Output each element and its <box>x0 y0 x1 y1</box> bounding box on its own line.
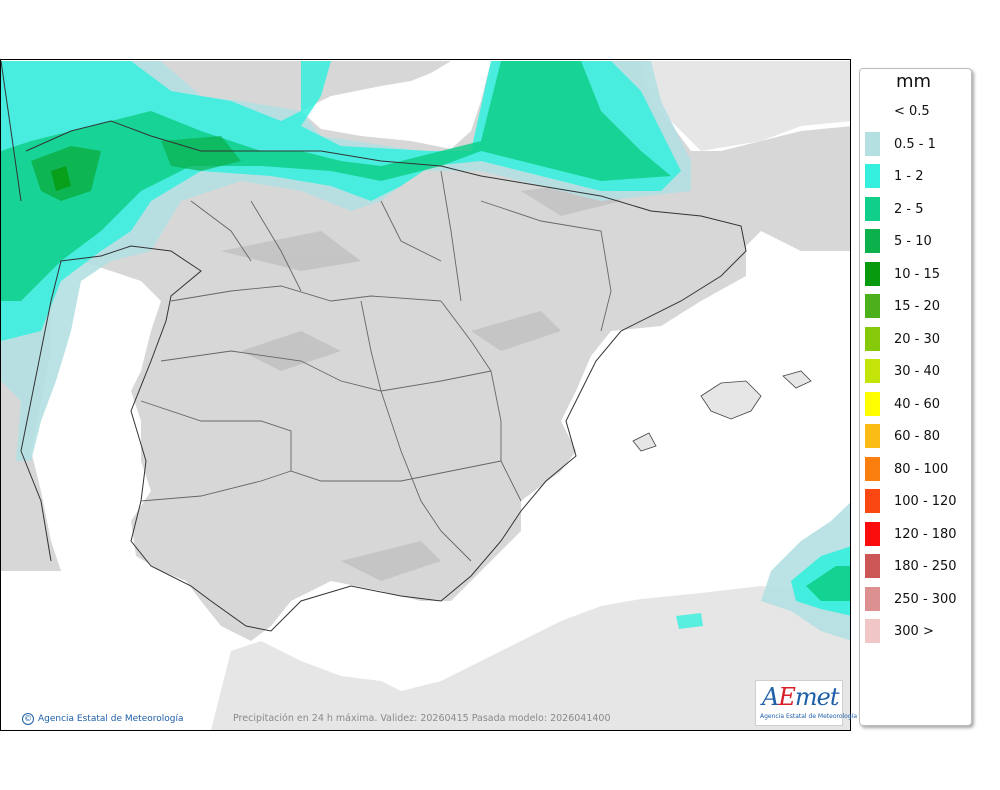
legend-label: 100 - 120 <box>894 494 957 509</box>
legend-item: 250 - 300 <box>865 586 970 611</box>
legend-swatch <box>865 424 880 448</box>
land-menorca <box>782 370 812 389</box>
legend-swatch <box>865 456 880 481</box>
legend-item: 80 - 100 <box>865 456 970 481</box>
land-ibiza <box>632 432 657 452</box>
legend-swatch <box>865 326 880 351</box>
legend-label: 1 - 2 <box>894 169 924 184</box>
legend-swatch <box>865 586 880 611</box>
legend-item: 60 - 80 <box>865 424 970 448</box>
legend-item: 20 - 30 <box>865 326 970 351</box>
legend-item: 180 - 250 <box>865 554 970 578</box>
legend-item: 1 - 2 <box>865 164 970 188</box>
legend-swatch <box>865 521 880 546</box>
legend-label: 30 - 40 <box>894 364 941 379</box>
legend-swatch <box>865 359 880 383</box>
legend-label: 2 - 5 <box>894 201 924 217</box>
precip-layer <box>1 61 850 641</box>
legend-label: 20 - 30 <box>894 331 941 347</box>
legend-swatch <box>865 294 880 318</box>
legend-swatch <box>865 196 880 221</box>
legend-item: 300 > <box>865 619 970 643</box>
legend-label: 0.5 - 1 <box>894 136 936 152</box>
legend-item: 30 - 40 <box>865 359 970 383</box>
logo-letters-met: met <box>794 683 840 711</box>
logo-subtext: Agencia Estatal de Meteorología <box>760 713 857 720</box>
legend-unit: mm <box>895 71 932 92</box>
legend-label: 40 - 60 <box>894 396 941 412</box>
legend-label: 120 - 180 <box>894 526 957 542</box>
legend-label: 5 - 10 <box>894 234 932 249</box>
credit-text: Agencia Estatal de Meteorología <box>38 714 184 724</box>
legend-item: 15 - 20 <box>865 294 970 318</box>
legend-swatch <box>865 229 880 253</box>
legend-swatch <box>865 131 880 156</box>
legend-item: 0.5 - 1 <box>865 131 970 156</box>
legend-label: 10 - 15 <box>894 266 941 282</box>
logo-letter-e: E <box>778 683 796 711</box>
land-iberia <box>1 61 850 641</box>
legend-item: 40 - 60 <box>865 391 970 416</box>
legend-swatch <box>865 99 880 123</box>
legend-swatch <box>865 391 880 416</box>
legend-item: 100 - 120 <box>865 489 970 513</box>
legend-swatch <box>865 489 880 513</box>
legend-item: < 0.5 <box>865 99 970 123</box>
logo-wordmark: AEmet <box>762 683 840 711</box>
legend-swatch <box>865 261 880 286</box>
precipitation-map[interactable] <box>0 59 851 731</box>
legend-swatch <box>865 554 880 578</box>
land-france <box>491 61 850 151</box>
aemet-logo: AEmet Agencia Estatal de Meteorología <box>755 680 857 726</box>
copyright-icon: © <box>22 713 34 725</box>
legend-swatch <box>865 164 880 188</box>
map-credit: © Agencia Estatal de Meteorología <box>22 713 184 725</box>
legend-swatch <box>865 619 880 643</box>
map-caption: Precipitación en 24 h máxima. Validez: 2… <box>233 713 611 724</box>
legend-label: 60 - 80 <box>894 429 941 444</box>
land-mallorca <box>700 380 762 420</box>
legend-label: 180 - 250 <box>894 559 957 574</box>
legend-label: 250 - 300 <box>894 591 957 607</box>
legend-label: 80 - 100 <box>894 461 949 477</box>
legend-label: 15 - 20 <box>894 299 941 314</box>
legend-label: 300 > <box>894 624 934 639</box>
legend-item: 10 - 15 <box>865 261 970 286</box>
legend-item: 5 - 10 <box>865 229 970 253</box>
legend-item: 120 - 180 <box>865 521 970 546</box>
logo-letter-a: A <box>762 683 779 711</box>
legend-item: 2 - 5 <box>865 196 970 221</box>
precipitation-legend: mm < 0.5 0.5 - 1 1 - 2 2 - 5 5 - 10 10 - 15 15… <box>859 68 972 726</box>
legend-label: < 0.5 <box>894 104 930 119</box>
